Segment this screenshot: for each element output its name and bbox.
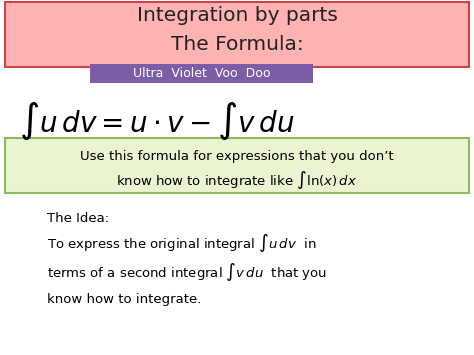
Text: Ultra  Violet  Voo  Doo: Ultra Violet Voo Doo: [133, 67, 270, 80]
Text: Integration by parts: Integration by parts: [137, 6, 337, 26]
Text: The Formula:: The Formula:: [171, 35, 303, 54]
Text: know how to integrate.: know how to integrate.: [47, 294, 202, 306]
Bar: [90, 64, 313, 83]
Text: $\int u\, dv = u \cdot v - \int v\, du$: $\int u\, dv = u \cdot v - \int v\, du$: [19, 100, 295, 142]
Text: To express the original integral $\int u\, dv$  in: To express the original integral $\int u…: [47, 232, 317, 254]
Bar: [5, 2, 469, 67]
Text: Use this formula for expressions that you don’t: Use this formula for expressions that yo…: [80, 151, 394, 163]
Text: The Idea:: The Idea:: [47, 212, 109, 225]
Text: know how to integrate like $\int \ln(x)\, dx$: know how to integrate like $\int \ln(x)\…: [117, 169, 357, 191]
Bar: [5, 138, 469, 193]
Text: terms of a second integral $\int v\, du$  that you: terms of a second integral $\int v\, du$…: [47, 261, 328, 283]
